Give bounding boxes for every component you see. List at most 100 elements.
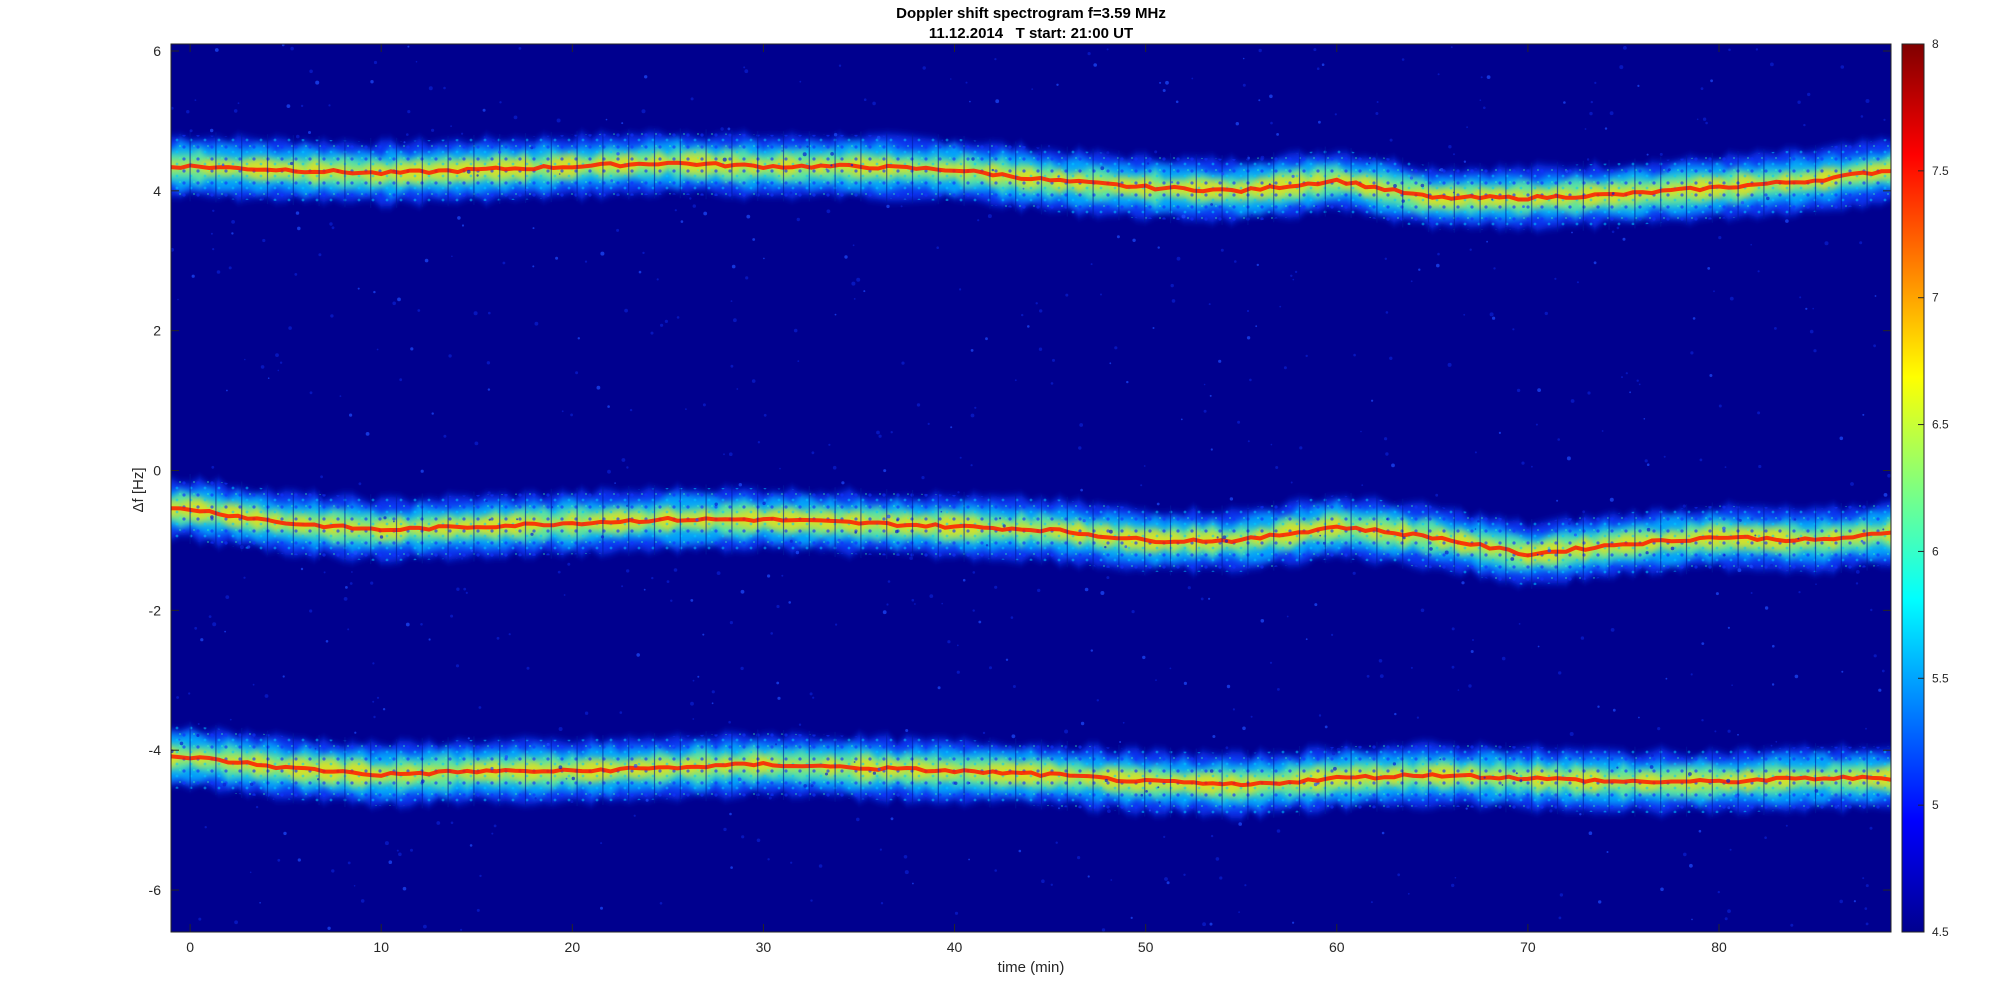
noise-dot bbox=[972, 609, 975, 612]
noise-dot bbox=[431, 128, 435, 132]
noise-dot bbox=[1570, 399, 1575, 403]
noise-dot bbox=[1106, 48, 1109, 51]
noise-dot bbox=[1807, 92, 1811, 97]
noise-dot bbox=[927, 422, 930, 425]
noise-dot bbox=[1407, 892, 1410, 895]
noise-dot bbox=[283, 831, 287, 836]
noise-dot bbox=[878, 434, 882, 438]
noise-dot bbox=[557, 570, 561, 574]
noise-dot bbox=[673, 568, 678, 572]
noise-dot bbox=[1180, 418, 1183, 421]
noise-dot bbox=[1567, 522, 1571, 525]
noise-dot bbox=[1724, 466, 1727, 468]
noise-dot bbox=[1090, 263, 1093, 266]
noise-dot bbox=[423, 924, 427, 929]
noise-dot bbox=[995, 99, 1000, 104]
noise-dot bbox=[1518, 623, 1521, 625]
noise-dot bbox=[1056, 83, 1059, 87]
noise-dot bbox=[1219, 876, 1223, 880]
noise-dot bbox=[1318, 714, 1322, 717]
noise-dot bbox=[806, 145, 809, 148]
noise-dot bbox=[676, 316, 680, 319]
noise-dot bbox=[526, 666, 530, 670]
noise-dot bbox=[470, 549, 473, 552]
noise-dot bbox=[1468, 684, 1472, 688]
noise-dot bbox=[323, 571, 326, 574]
noise-dot bbox=[1324, 725, 1328, 729]
noise-dot bbox=[1104, 545, 1107, 549]
noise-dot bbox=[1812, 307, 1814, 310]
noise-dot bbox=[1386, 518, 1389, 521]
noise-dot bbox=[1862, 877, 1865, 880]
noise-dot bbox=[476, 174, 479, 177]
noise-dot bbox=[1501, 656, 1506, 661]
noise-dot bbox=[1580, 636, 1585, 640]
noise-speckles bbox=[171, 44, 1891, 932]
noise-dot bbox=[1536, 553, 1539, 556]
noise-dot bbox=[1420, 608, 1425, 613]
noise-dot bbox=[1883, 493, 1888, 497]
noise-dot bbox=[1290, 481, 1293, 484]
noise-dot bbox=[690, 599, 694, 602]
noise-dot bbox=[309, 69, 313, 74]
noise-dot bbox=[1692, 317, 1696, 320]
noise-dot bbox=[1537, 645, 1540, 648]
noise-dot bbox=[1728, 48, 1731, 52]
noise-dot bbox=[1643, 559, 1646, 562]
noise-dot bbox=[1565, 169, 1569, 173]
noise-dot bbox=[467, 737, 470, 740]
noise-dot bbox=[239, 545, 244, 550]
noise-dot bbox=[565, 777, 568, 780]
noise-dot bbox=[1540, 522, 1544, 526]
noise-dot bbox=[260, 365, 265, 369]
noise-dot bbox=[396, 849, 399, 852]
noise-dot bbox=[909, 556, 913, 560]
noise-dot bbox=[1764, 836, 1767, 839]
noise-dot bbox=[911, 598, 915, 602]
noise-dot bbox=[1080, 488, 1083, 492]
noise-dot bbox=[357, 287, 360, 290]
noise-dot bbox=[954, 911, 959, 915]
noise-dot bbox=[1638, 383, 1641, 386]
noise-dot bbox=[638, 270, 642, 274]
echo-peak-line bbox=[171, 160, 1891, 202]
noise-dot bbox=[1722, 526, 1726, 531]
noise-dot bbox=[1688, 772, 1692, 776]
noise-dot bbox=[349, 413, 353, 417]
noise-dot bbox=[674, 209, 677, 212]
noise-dot bbox=[1556, 499, 1559, 502]
noise-dot bbox=[1803, 123, 1806, 127]
noise-dot bbox=[1636, 379, 1639, 382]
noise-dot bbox=[763, 257, 765, 260]
noise-dot bbox=[690, 97, 694, 101]
noise-dot bbox=[1183, 681, 1187, 686]
noise-dot bbox=[1715, 592, 1719, 596]
noise-dot bbox=[994, 869, 997, 872]
noise-dot bbox=[461, 132, 464, 135]
noise-dot bbox=[1450, 46, 1453, 48]
noise-dot bbox=[729, 812, 732, 816]
noise-dot bbox=[487, 491, 491, 495]
echo-trace-1 bbox=[171, 128, 1891, 233]
noise-dot bbox=[1593, 261, 1597, 265]
noise-dot bbox=[233, 109, 238, 113]
noise-dot bbox=[1705, 121, 1708, 125]
noise-dot bbox=[1451, 627, 1455, 631]
noise-dot bbox=[1645, 551, 1649, 555]
noise-dot bbox=[1038, 152, 1041, 156]
noise-dot bbox=[656, 278, 659, 281]
noise-dot bbox=[941, 139, 944, 142]
noise-dot bbox=[950, 426, 953, 429]
noise-dot bbox=[1246, 309, 1250, 313]
noise-dot bbox=[1269, 661, 1273, 664]
noise-dot bbox=[607, 469, 611, 474]
noise-dot bbox=[626, 466, 629, 469]
noise-dot bbox=[1558, 916, 1562, 920]
noise-dot bbox=[1435, 493, 1439, 497]
noise-dot bbox=[532, 227, 535, 230]
noise-dot bbox=[776, 681, 780, 685]
noise-dot bbox=[1375, 112, 1379, 115]
noise-dot bbox=[743, 66, 746, 69]
noise-dot bbox=[1392, 762, 1396, 766]
noise-dot bbox=[659, 902, 663, 905]
